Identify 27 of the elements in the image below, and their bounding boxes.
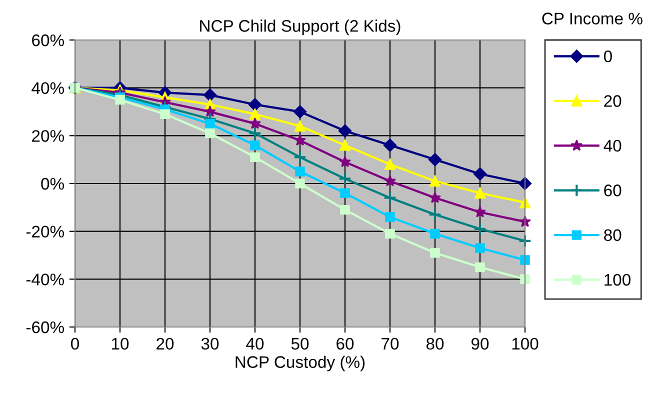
x-tick-label: 0	[71, 338, 79, 350]
x-axis-title: NCP Custody (%)	[236, 356, 365, 372]
legend-label: 20	[604, 95, 622, 107]
legend-label: 100	[604, 274, 630, 286]
legend-label: 60	[604, 184, 622, 196]
x-tick-label: 70	[382, 338, 399, 350]
x-tick-label: 100	[512, 338, 538, 350]
legend-label: 80	[604, 229, 622, 242]
x-tick-label: 80	[426, 338, 444, 350]
legend-label: 0	[604, 50, 612, 62]
x-tick-label: 10	[112, 338, 129, 350]
x-tick-label: 30	[201, 338, 219, 350]
y-tick-label: -20%	[26, 226, 64, 238]
x-tick-label: 40	[246, 338, 264, 350]
y-tick-label: 20%	[32, 130, 64, 142]
legend-title: CP Income %	[542, 12, 642, 24]
x-tick-label: 50	[291, 338, 309, 350]
y-tick-label: -60%	[26, 321, 64, 334]
y-tick-label: -40%	[26, 274, 64, 286]
chart-title: NCP Child Support (2 Kids)	[200, 20, 400, 36]
y-tick-label: 60%	[32, 34, 64, 46]
x-tick-label: 90	[472, 338, 489, 350]
legend-label: 40	[604, 140, 622, 152]
x-tick-label: 60	[336, 338, 354, 350]
y-tick-label: 40%	[32, 82, 64, 94]
y-tick-label: 0%	[41, 178, 64, 190]
x-tick-label: 20	[156, 338, 174, 350]
